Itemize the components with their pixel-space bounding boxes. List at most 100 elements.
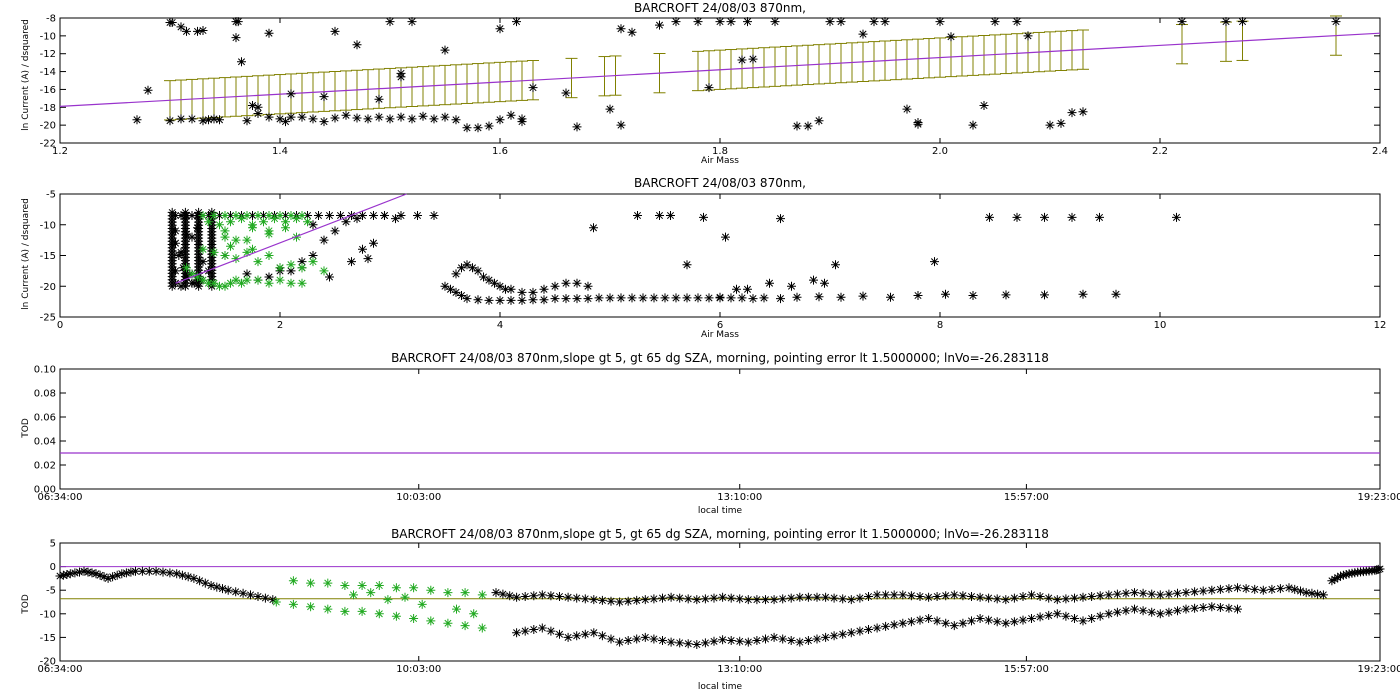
data-point [671, 17, 681, 27]
data-point [1111, 289, 1121, 299]
data-point [759, 293, 769, 303]
green-data-point [286, 260, 296, 270]
panel2-ytick-label: -15 [40, 251, 56, 262]
data-point [778, 594, 788, 604]
green-data-point [187, 269, 197, 279]
data-point [872, 623, 882, 633]
green-data-point [182, 263, 191, 273]
data-point [984, 615, 994, 625]
data-point [1147, 589, 1157, 599]
green-data-point [288, 576, 298, 586]
green-data-point [417, 599, 427, 609]
panel4-ytick-label: 0 [50, 562, 56, 573]
data-point [655, 211, 664, 220]
data-point [748, 54, 758, 64]
panel3-frame [59, 368, 1381, 490]
green-data-point [259, 217, 268, 227]
data-point [924, 592, 934, 602]
data-point [495, 295, 505, 305]
data-point [924, 614, 934, 623]
data-point [462, 294, 472, 304]
data-point [1233, 583, 1242, 593]
green-data-point [220, 211, 230, 220]
data-point [182, 26, 191, 36]
data-point [906, 591, 916, 601]
data-point [182, 229, 191, 239]
data-point [761, 595, 770, 605]
green-data-point [264, 251, 274, 260]
panel4-ytick-label: -10 [40, 609, 56, 620]
data-point [1164, 607, 1174, 617]
green-data-point [477, 590, 487, 600]
data-point [528, 83, 538, 93]
data-point [396, 211, 406, 220]
data-point [165, 116, 175, 126]
data-point [836, 17, 846, 27]
data-point [260, 593, 270, 603]
green-data-point [443, 588, 453, 598]
data-point [1327, 576, 1337, 586]
data-point [770, 17, 780, 27]
data-point [649, 293, 659, 303]
data-point [95, 570, 105, 580]
data-point [649, 594, 659, 604]
panel1-ytick-label: -18 [40, 103, 56, 114]
panel3-ylabel: TOD [21, 418, 31, 439]
green-data-point [340, 606, 350, 616]
data-point [886, 292, 895, 302]
data-point [941, 591, 951, 601]
data-point [1341, 570, 1351, 579]
data-point [1296, 586, 1305, 596]
panel2-ytick-label: -5 [46, 190, 56, 201]
data-point [985, 212, 994, 222]
green-data-point [297, 278, 307, 288]
data-point [820, 278, 829, 288]
panel4-ytick-label: -5 [46, 586, 56, 597]
data-point [580, 629, 590, 639]
data-point [1001, 618, 1011, 628]
data-point [718, 635, 728, 645]
panel2-xtick-label: 4 [497, 320, 503, 331]
panel1-xtick-label: 1.4 [272, 146, 288, 157]
data-point [709, 593, 719, 603]
data-point [605, 104, 615, 114]
data-point [341, 217, 351, 227]
data-point [814, 292, 824, 302]
panel3-xlabel: local time [698, 506, 743, 516]
data-point [1052, 609, 1062, 619]
data-point [1301, 588, 1311, 598]
data-point [809, 275, 818, 285]
data-point [1052, 595, 1062, 605]
data-point [765, 278, 774, 288]
data-point [583, 294, 593, 304]
data-point [967, 616, 976, 626]
data-point [358, 244, 367, 254]
data-point [1375, 564, 1385, 574]
data-point [594, 293, 604, 303]
data-point [932, 616, 942, 626]
data-point [131, 566, 140, 576]
data-point [700, 594, 710, 604]
panel3-xtick-label: 19:23:00 [1358, 492, 1400, 503]
data-point [325, 211, 334, 220]
data-point [473, 295, 483, 305]
data-point [281, 117, 290, 127]
data-point [385, 114, 395, 124]
data-point [520, 592, 530, 601]
data-point [913, 291, 923, 300]
data-point [743, 284, 752, 294]
green-data-point [303, 217, 312, 227]
data-point [930, 257, 939, 267]
data-point [446, 284, 455, 294]
data-point [195, 576, 205, 586]
data-point [319, 235, 329, 245]
data-point [831, 260, 840, 270]
data-point [151, 566, 161, 576]
data-point [506, 295, 516, 305]
green-data-point [231, 275, 241, 285]
green-data-point [193, 272, 202, 282]
green-data-point [426, 616, 436, 626]
panel4-xtick-label: 10:03:00 [396, 664, 441, 675]
data-point [1121, 588, 1131, 598]
data-point [473, 266, 483, 276]
